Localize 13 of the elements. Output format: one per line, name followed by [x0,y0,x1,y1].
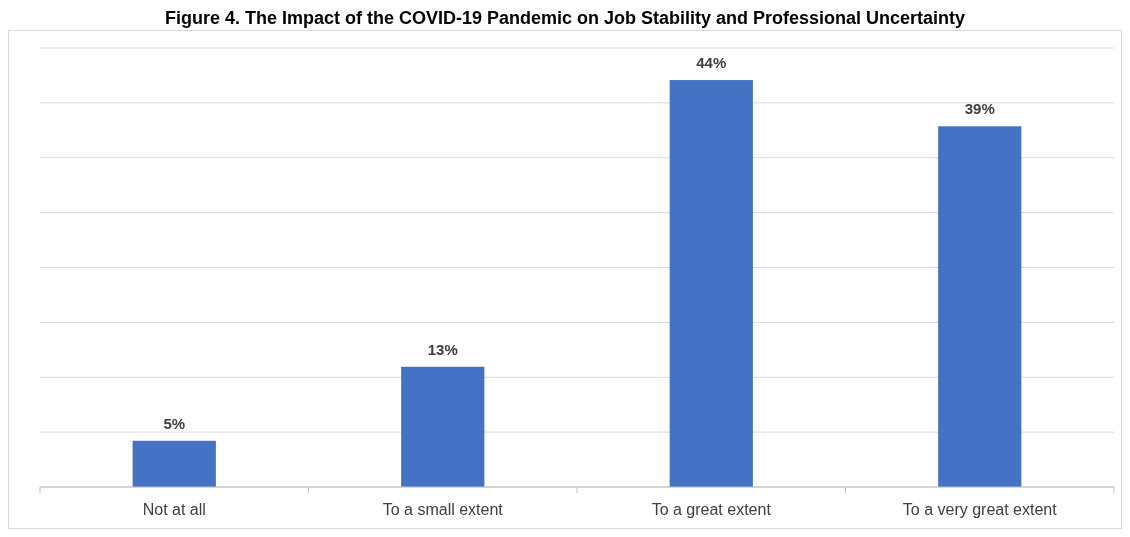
bar [938,126,1022,487]
bar [132,440,216,487]
data-label: 39% [964,100,995,118]
data-label: 13% [427,340,458,358]
x-tick-label: To a very great extent [902,501,1058,518]
x-tick-label: To a small extent [382,501,504,518]
chart-title: Figure 4. The Impact of the COVID-19 Pandemic on Job Stability and Professional Uncertainty [164,8,966,28]
data-label: 5% [163,414,186,432]
data-label: 44% [696,54,727,72]
x-tick-label: To a great extent [651,501,772,518]
x-tick-label: Not at all [142,501,206,518]
bar [669,80,753,487]
bar [401,366,485,487]
